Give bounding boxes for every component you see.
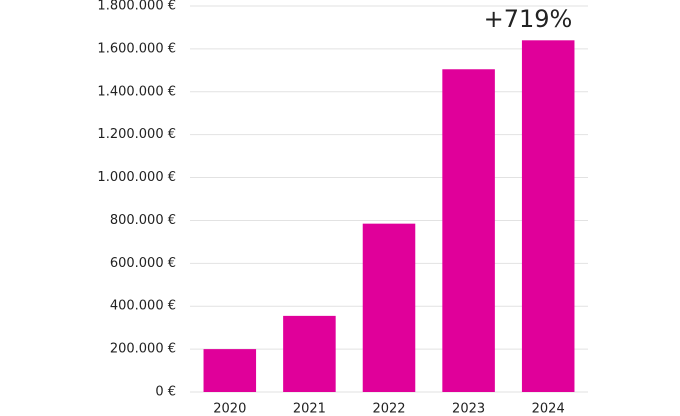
y-tick-label: 0 € (155, 385, 176, 400)
bar (442, 69, 495, 392)
bar (203, 349, 257, 392)
y-tick-label: 400.000 € (110, 299, 176, 314)
x-tick-label: 2022 (372, 402, 405, 416)
y-tick-label: 1.800.000 € (97, 0, 176, 14)
bar (521, 40, 575, 393)
y-tick-label: 1.400.000 € (97, 84, 176, 99)
y-tick-label: 1.200.000 € (97, 127, 176, 142)
x-tick-label: 2020 (213, 402, 246, 416)
y-tick-label: 200.000 € (110, 342, 176, 357)
y-tick-label: 1.600.000 € (97, 41, 176, 56)
annotation: +719% (484, 5, 573, 33)
x-tick-label: 2024 (532, 402, 565, 416)
bar (283, 315, 336, 392)
y-tick-label: 800.000 € (110, 213, 176, 228)
y-tick-label: 600.000 € (110, 256, 176, 271)
bar (362, 223, 416, 392)
x-tick-label: 2023 (452, 402, 485, 416)
y-tick-label: 1.000.000 € (97, 170, 176, 185)
x-tick-label: 2021 (293, 402, 326, 416)
